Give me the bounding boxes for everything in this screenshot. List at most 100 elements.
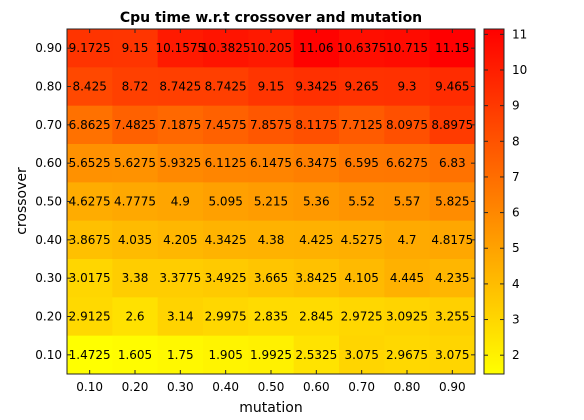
cell-value-label: 5.215 — [254, 195, 288, 209]
cell-value-label: 4.425 — [299, 233, 333, 247]
x-tick-label: 0.70 — [348, 380, 375, 394]
heatmap-cell — [112, 297, 159, 337]
heatmap-cell — [112, 144, 159, 183]
y-tick-label: 0.50 — [35, 195, 62, 209]
x-axis-ticks: 0.10 0.20 0.30 0.40 0.50 0.60 0.70 0.80 0.90 — [76, 29, 466, 394]
heatmap-cell — [429, 335, 476, 375]
heatmap-cell — [157, 182, 204, 222]
cell-value-label: 8.8975 — [431, 118, 473, 132]
colorbar — [483, 28, 505, 375]
heatmap-cell — [293, 105, 340, 145]
cell-value-label: 9.15 — [122, 41, 149, 55]
x-tick-label: 0.30 — [167, 380, 194, 394]
heatmap-cell — [67, 297, 113, 337]
y-tick-label: 0.10 — [35, 348, 62, 362]
heatmap-cell — [67, 67, 113, 107]
heatmap-cell — [293, 182, 340, 222]
heatmap-cell — [293, 67, 340, 107]
y-tick-label: 0.70 — [35, 118, 62, 132]
heatmap-cell — [203, 297, 249, 337]
colorbar-ticks: 2 3 4 5 6 7 8 9 10 11 — [484, 27, 527, 362]
heatmap-cell — [384, 220, 431, 260]
cell-value-label: 5.36 — [303, 195, 330, 209]
cell-value-label: 3.4925 — [205, 271, 247, 285]
heatmap-cell — [248, 29, 295, 68]
x-axis-label: mutation — [239, 400, 302, 416]
heatmap-cell — [384, 67, 431, 107]
cell-value-label: 4.235 — [435, 271, 469, 285]
cell-value-label: 9.265 — [344, 80, 378, 94]
cell-value-label: 6.3475 — [295, 156, 337, 170]
cell-value-label: 2.835 — [254, 310, 288, 324]
cell-value-label: 1.75 — [167, 348, 194, 362]
cell-value-label: 7.1875 — [159, 118, 201, 132]
heatmap-cell — [429, 105, 476, 145]
heatmap-cell — [339, 67, 385, 107]
heatmap-cell — [339, 220, 385, 260]
cell-value-label: 8.7425 — [159, 80, 201, 94]
y-tick-label: 0.20 — [35, 310, 62, 324]
heatmap-cell — [429, 182, 476, 222]
heatmap-cell — [112, 335, 159, 375]
cell-value-label: 1.905 — [208, 348, 242, 362]
heatmap-cell — [384, 144, 431, 183]
cell-value-label: 8.1175 — [295, 118, 337, 132]
heatmap-cell — [112, 105, 159, 145]
colorbar-tick-label: 7 — [512, 170, 520, 184]
heatmap-cell — [429, 220, 476, 260]
y-tick-label: 0.80 — [35, 80, 62, 94]
heatmap-cell — [67, 182, 113, 222]
cell-value-label: 2.9125 — [69, 310, 111, 324]
heatmap-cell — [67, 105, 113, 145]
heatmap-cell — [157, 29, 204, 68]
heatmap-cell — [203, 67, 249, 107]
heatmap-cell — [339, 335, 385, 375]
heatmap-cell — [203, 335, 249, 375]
heatmap-cell — [293, 335, 340, 375]
heatmap-cell — [112, 259, 159, 298]
colorbar-tick-label: 5 — [512, 241, 520, 255]
heatmap-cell — [248, 220, 295, 260]
cell-value-label: 9.465 — [435, 80, 469, 94]
cell-value-label: 4.7 — [397, 233, 416, 247]
heatmap-cell — [248, 297, 295, 337]
cell-value-label: 5.825 — [435, 195, 469, 209]
colorbar-tick-label: 11 — [512, 27, 527, 41]
heatmap-cell — [203, 182, 249, 222]
cell-value-label: 6.6275 — [386, 156, 428, 170]
heatmap-cell — [157, 220, 204, 260]
cell-value-label: 2.845 — [299, 310, 333, 324]
cell-value-label: 3.14 — [167, 310, 194, 324]
heatmap-cells — [67, 29, 476, 375]
cell-value-label: 2.6 — [125, 310, 144, 324]
cell-value-label: 9.1725 — [69, 41, 111, 55]
y-tick-label: 0.60 — [35, 156, 62, 170]
heatmap-cell — [248, 335, 295, 375]
heatmap-cell — [339, 297, 385, 337]
cell-value-label: 3.0925 — [386, 310, 428, 324]
heatmap-cell — [157, 259, 204, 298]
cell-value-label: 10.3825 — [201, 41, 251, 55]
cell-value-label: 10.205 — [250, 41, 292, 55]
colorbar-tick-label: 4 — [512, 277, 520, 291]
cell-value-label: 5.9325 — [159, 156, 201, 170]
heatmap-cell — [248, 144, 295, 183]
x-tick-label: 0.10 — [76, 380, 103, 394]
cell-value-label: 1.9925 — [250, 348, 292, 362]
cell-value-label: 6.595 — [344, 156, 378, 170]
heatmap-cell — [384, 259, 431, 298]
heatmap-cell — [67, 29, 113, 68]
cell-value-label: 6.1125 — [205, 156, 247, 170]
cell-value-label: 9.3425 — [295, 80, 337, 94]
x-tick-label: 0.90 — [439, 380, 466, 394]
heatmap-cell — [248, 259, 295, 298]
cell-value-label: 2.9725 — [341, 310, 383, 324]
cell-value-label: 3.8425 — [295, 271, 337, 285]
heatmap-cell — [67, 259, 113, 298]
cell-value-label: 5.52 — [348, 195, 375, 209]
cell-value-label: 4.8175 — [431, 233, 473, 247]
cell-value-label: 1.4725 — [69, 348, 111, 362]
cell-value-label: 5.6525 — [69, 156, 111, 170]
cell-value-label: 3.8675 — [69, 233, 111, 247]
